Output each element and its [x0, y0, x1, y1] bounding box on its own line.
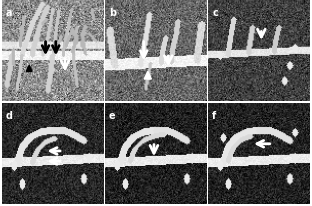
Text: a: a [6, 8, 12, 18]
Text: c: c [212, 8, 218, 18]
Polygon shape [26, 66, 32, 72]
Text: d: d [6, 111, 13, 121]
Text: f: f [212, 111, 217, 121]
Text: e: e [109, 111, 115, 121]
Polygon shape [144, 72, 151, 80]
Text: b: b [109, 8, 116, 18]
